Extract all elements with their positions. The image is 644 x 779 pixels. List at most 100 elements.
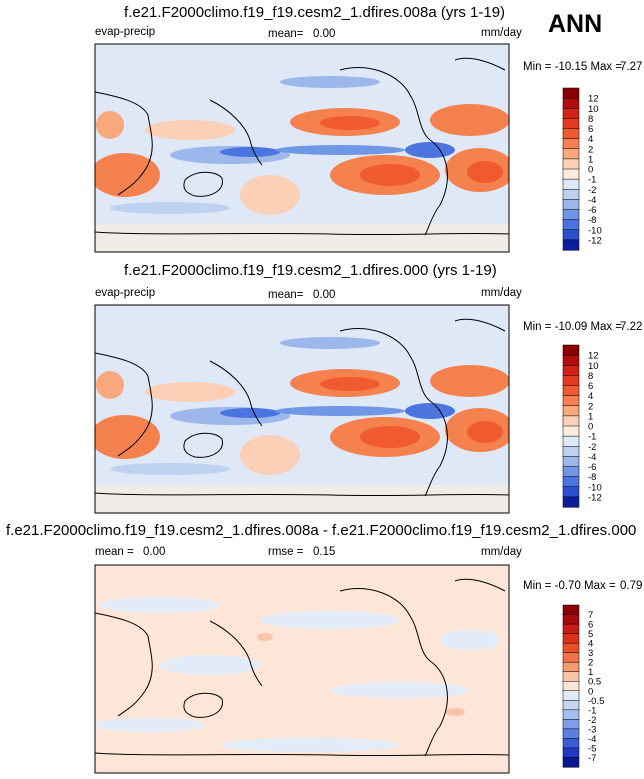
colorbar2-swatch <box>562 415 580 427</box>
colorbar1-swatch <box>562 158 580 170</box>
colorbar1-swatch <box>562 229 580 241</box>
colorbar1-tick-label: -4 <box>588 195 596 206</box>
map3-frame <box>94 564 510 774</box>
panel3-mean-label: mean = <box>95 546 134 558</box>
colorbar2-tick-label: -2 <box>588 442 596 453</box>
colorbar1-tick-label: -1 <box>588 175 596 186</box>
colorbar1-swatch <box>562 239 580 251</box>
panel3-rmse-label: rmse = <box>268 546 304 558</box>
colorbar3-tick-label: 5 <box>588 629 593 640</box>
colorbar3-swatch <box>562 671 580 682</box>
colorbar3-swatch <box>562 747 580 759</box>
panel1-mean-value: 0.00 <box>313 28 336 40</box>
panel3-rmse-value: 0.15 <box>313 546 336 558</box>
colorbar3-tick-label: 4 <box>588 639 593 650</box>
panel2-units: mm/day <box>481 287 522 299</box>
colorbar3-swatch <box>562 709 580 720</box>
colorbar3-tick-label: -1 <box>588 705 596 716</box>
colorbar1-tick-label: 8 <box>588 114 593 125</box>
colorbar1-tick-label: -12 <box>588 235 602 246</box>
colorbar3-tick-label: 3 <box>588 648 593 659</box>
colorbar1-swatch <box>562 128 580 140</box>
colorbar3-swatch <box>562 642 580 654</box>
map3-field <box>95 565 509 773</box>
colorbar1-swatch <box>562 108 580 119</box>
colorbar2-tick-label: 8 <box>588 371 593 382</box>
map2-coastlines <box>94 318 510 497</box>
colorbar2-swatch <box>562 466 580 478</box>
map1-coastlines <box>94 57 510 236</box>
panel3-min-label: Min = -0.70 Max = <box>523 580 616 592</box>
colorbar1-tick-label: 6 <box>588 124 593 135</box>
colorbar1-tick-label: -8 <box>588 215 596 226</box>
map1-field <box>95 44 509 252</box>
map2-field <box>95 305 509 513</box>
panel1-units: mm/day <box>481 27 522 39</box>
colorbar2-swatches <box>562 344 580 508</box>
colorbar1-swatch <box>562 97 580 109</box>
colorbar2-tick-label: 0 <box>588 422 593 433</box>
colorbar3-swatch <box>562 604 580 616</box>
colorbar3-tick-label: -4 <box>588 734 596 745</box>
colorbar3-swatch <box>562 661 580 673</box>
colorbar2-swatch <box>562 344 580 356</box>
map2-frame <box>94 304 510 514</box>
colorbar2-swatch <box>562 375 580 387</box>
colorbar1-swatch <box>562 87 580 99</box>
colorbar1-tick-label: -2 <box>588 185 596 196</box>
colorbar2-swatch <box>562 476 580 488</box>
colorbar3-tick-label: 6 <box>588 620 593 631</box>
colorbar3-swatch <box>562 680 580 692</box>
colorbar3-tick-label: -7 <box>588 753 596 764</box>
colorbar3-swatch <box>562 652 580 663</box>
colorbar2-tick-label: -10 <box>588 482 602 493</box>
map3-coastlines <box>94 578 510 757</box>
colorbar2-tick-label: -1 <box>588 432 596 443</box>
colorbar2-tick-label: 1 <box>588 411 593 422</box>
colorbar3-swatch <box>562 690 580 701</box>
panel3-mean-value: 0.00 <box>143 546 166 558</box>
panel2-variable: evap-precip <box>95 287 156 299</box>
panel2-title: f.e21.F2000climo.f19_f19.cesm2_1.dfires.… <box>124 262 497 279</box>
colorbar3-tick-label: 0 <box>588 686 593 697</box>
colorbar3-tick-label: -5 <box>588 743 596 754</box>
colorbar3-tick-label: 7 <box>588 610 593 621</box>
colorbar3-swatch <box>562 738 580 749</box>
colorbar2-tick-label: 10 <box>588 361 599 372</box>
colorbar2-tick-label: 4 <box>588 391 593 402</box>
colorbar1-swatch <box>562 189 580 200</box>
panel2-min-label: Min = -10.09 Max = <box>523 321 623 333</box>
colorbar3-tick-label: -2 <box>588 715 596 726</box>
colorbar3-tick-label: 1 <box>588 667 593 678</box>
panel3-title: f.e21.F2000climo.f19_f19.cesm2_1.dfires.… <box>6 522 637 539</box>
colorbar1-tick-label: 2 <box>588 144 593 155</box>
colorbar2-tick-label: 12 <box>588 351 599 362</box>
colorbar3-swatch <box>562 719 580 730</box>
colorbar1-tick-label: -10 <box>588 225 602 236</box>
colorbar2-tick-label: 2 <box>588 401 593 412</box>
panel2-mean-value: 0.00 <box>313 289 336 301</box>
season-label: ANN <box>548 10 603 38</box>
colorbar1-tick-label: 1 <box>588 154 593 165</box>
colorbar1-tick-label: -6 <box>588 205 596 216</box>
colorbar2-swatch <box>562 446 580 457</box>
colorbar1-swatches <box>562 87 580 251</box>
colorbar3-tick-label: -3 <box>588 724 596 735</box>
colorbar2-swatch <box>562 365 580 376</box>
panel1-max-value: 7.27 <box>620 61 643 73</box>
colorbar1-tick-label: 10 <box>588 104 599 115</box>
colorbar3-swatch <box>562 728 580 739</box>
colorbar2-swatch <box>562 496 580 508</box>
colorbar2-swatch <box>562 425 580 437</box>
colorbar1-swatch <box>562 168 580 180</box>
colorbar1-swatch <box>562 178 580 190</box>
colorbar2-swatch <box>562 395 580 407</box>
colorbar1-swatch <box>562 199 580 211</box>
panel1-mean-label: mean= <box>268 28 304 40</box>
colorbar2-tick-label: -8 <box>588 472 596 483</box>
colorbar3-swatch <box>562 614 580 625</box>
